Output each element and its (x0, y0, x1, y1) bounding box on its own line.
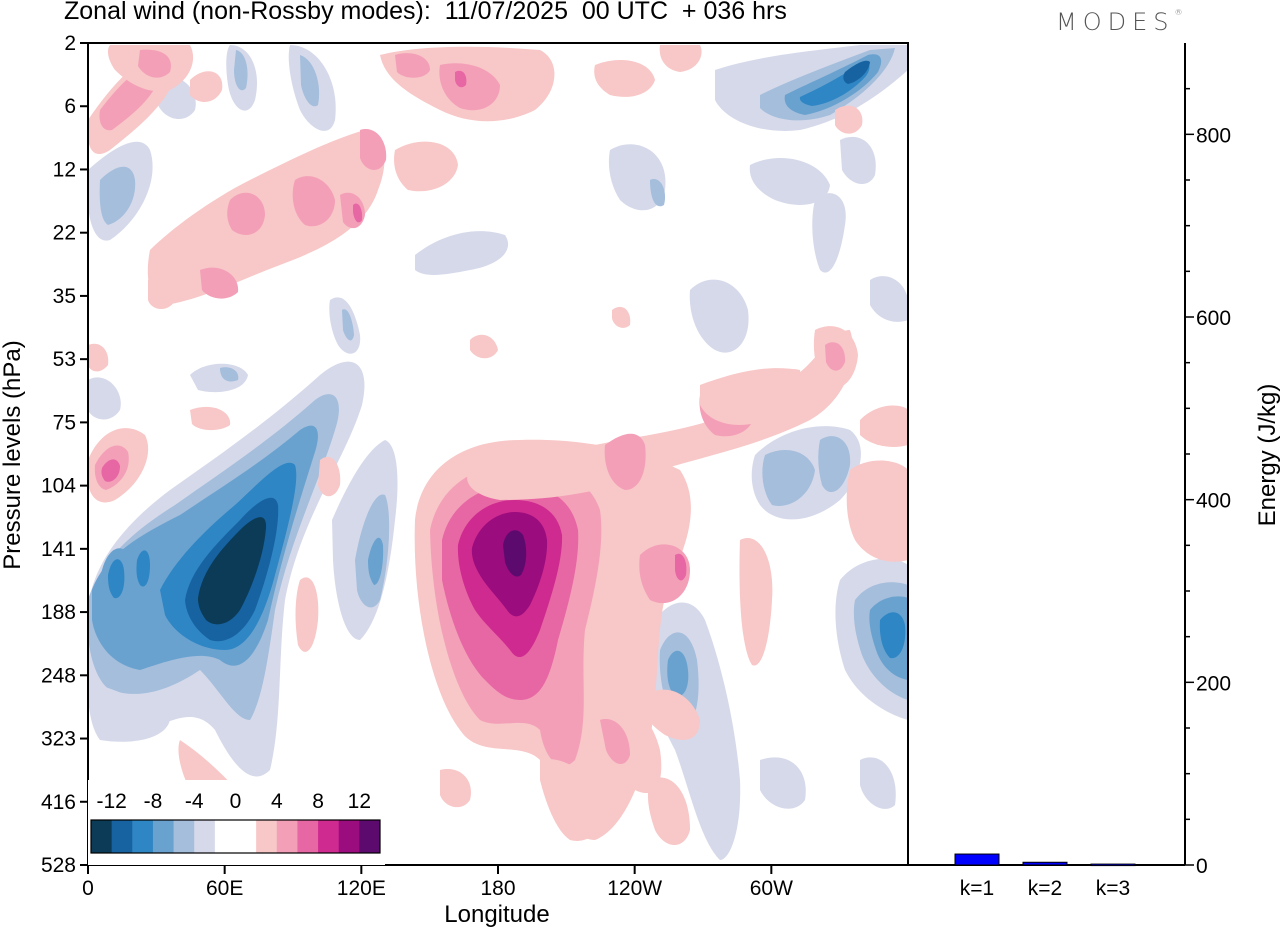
colorbar-swatch (256, 820, 278, 853)
longitude-axis: 0 60E 120E 180 120W 60W (82, 865, 793, 900)
energy-tick-label: 800 (1196, 124, 1231, 147)
modes-logo: MODES® (1056, 8, 1183, 36)
colorbar-label: -8 (144, 790, 163, 813)
colorbar-label: 8 (312, 790, 324, 813)
colorbar-swatch (214, 820, 236, 853)
energy-axis-label: Energy (J/kg) (1254, 384, 1280, 527)
colorbar: -12 -8 -4 0 4 8 12 (88, 780, 385, 865)
pressure-tick-label: 22 (53, 222, 76, 245)
pressure-tick-label: 12 (53, 158, 76, 181)
colorbar-labels: -12 -8 -4 0 4 8 12 (96, 790, 371, 813)
longitude-tick-label: 60W (750, 877, 793, 900)
pressure-tick-label: 53 (53, 348, 76, 371)
pressure-tick-label: 104 (41, 475, 76, 498)
colorbar-swatch (297, 820, 319, 853)
colorbar-swatch (111, 820, 133, 853)
pressure-tick-label: 6 (64, 95, 76, 118)
longitude-tick-label: 120E (337, 877, 386, 900)
bar-category-label: k=2 (1028, 877, 1062, 900)
energy-bar (1090, 863, 1136, 867)
pressure-tick-label: 2 (64, 32, 76, 55)
pressure-tick-label: 416 (41, 791, 76, 814)
longitude-tick-label: 120W (607, 877, 662, 900)
energy-axis: 0 200 400 600 800 (1185, 87, 1231, 878)
colorbar-swatch (152, 820, 175, 853)
bar-category-label: k=3 (1096, 877, 1130, 900)
colorbar-swatch (235, 820, 257, 853)
bar-category-label: k=1 (960, 877, 994, 900)
energy-tick-label: 400 (1196, 490, 1231, 513)
pressure-tick-label: 323 (41, 728, 76, 751)
colorbar-swatch (359, 820, 381, 853)
longitude-tick-label: 60E (206, 877, 243, 900)
energy-bar (1022, 861, 1068, 866)
pressure-tick-label: 75 (53, 411, 76, 434)
energy-tick-label: 0 (1196, 855, 1208, 878)
wind-field (88, 43, 908, 865)
y-axis-label: Pressure levels (hPa) (0, 340, 26, 569)
colorbar-swatch (194, 820, 216, 853)
energy-tick-label: 600 (1196, 307, 1231, 330)
pressure-tick-label: 35 (53, 285, 76, 308)
pressure-tick-label: 248 (41, 664, 76, 687)
colorbar-label: -4 (185, 790, 204, 813)
colorbar-label: 12 (348, 790, 371, 813)
energy-tick-label: 200 (1196, 672, 1231, 695)
pressure-tick-label: 188 (41, 601, 76, 624)
colorbar-swatch (338, 820, 360, 853)
energy-bar (954, 853, 1000, 866)
longitude-tick-label: 180 (480, 877, 515, 900)
chart-title: Zonal wind (non-Rossby modes): 11/07/202… (64, 0, 787, 25)
colorbar-label: 0 (230, 790, 242, 813)
colorbar-swatch (132, 820, 154, 853)
colorbar-swatch (91, 820, 113, 853)
x-axis-label: Longitude (444, 901, 549, 928)
longitude-tick-label: 0 (82, 877, 94, 900)
colorbar-swatch (276, 820, 298, 853)
colorbar-swatch (318, 820, 340, 853)
colorbar-label: 4 (271, 790, 283, 813)
pressure-axis: 2 6 12 22 35 53 75 104 141 188 248 323 416 528 (41, 32, 88, 877)
colorbar-swatches (91, 820, 381, 853)
colorbar-label: -12 (96, 790, 126, 813)
colorbar-swatch (173, 820, 195, 853)
pressure-tick-label: 528 (41, 854, 76, 877)
pressure-tick-label: 141 (41, 538, 76, 561)
energy-bars: k=1 k=2 k=3 (954, 853, 1136, 900)
